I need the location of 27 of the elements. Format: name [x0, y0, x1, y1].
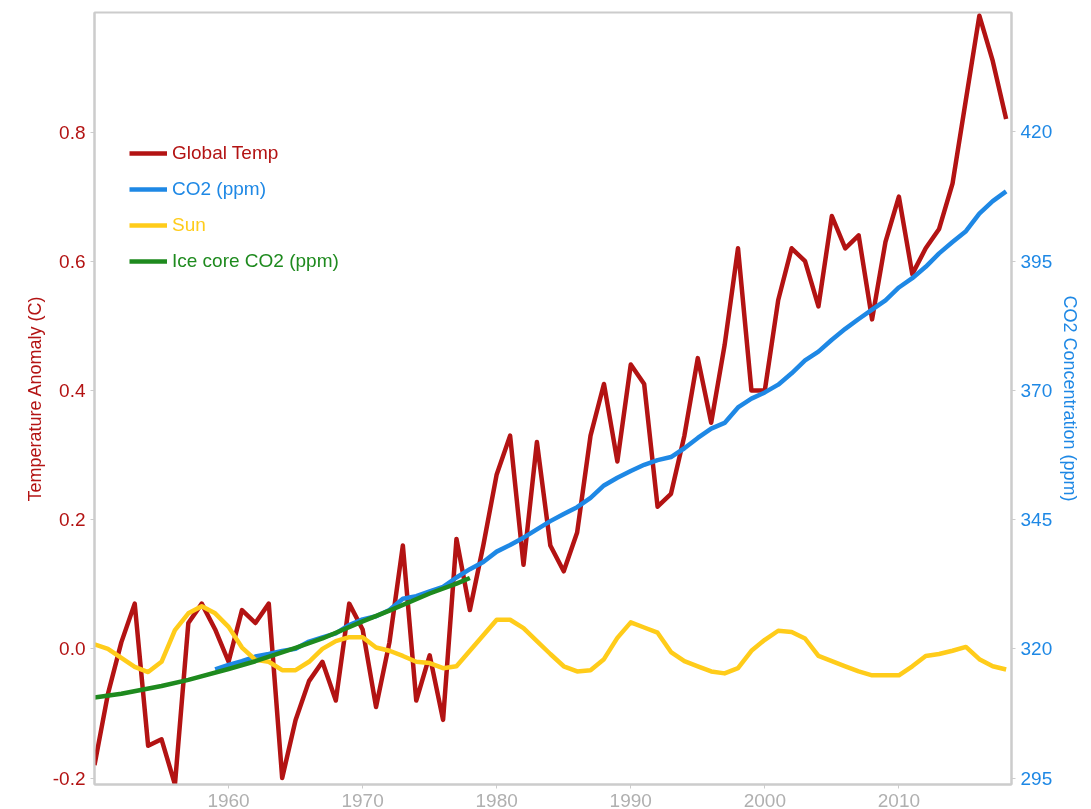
x-tick-label: 1960 — [207, 789, 250, 809]
y2-tick-label: 370 — [1020, 379, 1053, 401]
y-tick-label: 0.6 — [59, 250, 86, 272]
y-axis-title: Temperature Anomaly (C) — [24, 296, 45, 502]
y2-tick-label: 345 — [1020, 509, 1053, 531]
y2-axis-title: CO2 Concentration (ppm) — [1060, 295, 1081, 502]
y2-tick-label: 420 — [1020, 121, 1053, 143]
y-tick-label: 0.8 — [59, 121, 86, 143]
y2-tick-label: 395 — [1020, 250, 1053, 272]
legend-label: Global Temp — [172, 142, 279, 164]
line-series — [94, 13, 1009, 785]
legend-label: Sun — [172, 214, 206, 236]
x-tick-label: 2010 — [877, 789, 921, 809]
y2-tick-label: 320 — [1020, 638, 1053, 660]
line-series — [94, 603, 1009, 678]
y-tick-label: -0.2 — [52, 767, 86, 789]
y-tick-label: 0.4 — [59, 379, 86, 401]
legend-label: CO2 (ppm) — [172, 178, 266, 200]
y-tick-label: 0.2 — [59, 509, 86, 531]
y2-tick-label: 295 — [1020, 767, 1053, 789]
x-tick-label: 1980 — [475, 789, 518, 809]
x-tick-label: 1990 — [609, 789, 652, 809]
line-series — [94, 575, 473, 700]
x-tick-label: 2000 — [743, 789, 786, 809]
y-tick-label: 0.0 — [59, 638, 86, 660]
legend-label: Ice core CO2 (ppm) — [172, 250, 339, 272]
x-tick-label: 1970 — [341, 789, 384, 809]
